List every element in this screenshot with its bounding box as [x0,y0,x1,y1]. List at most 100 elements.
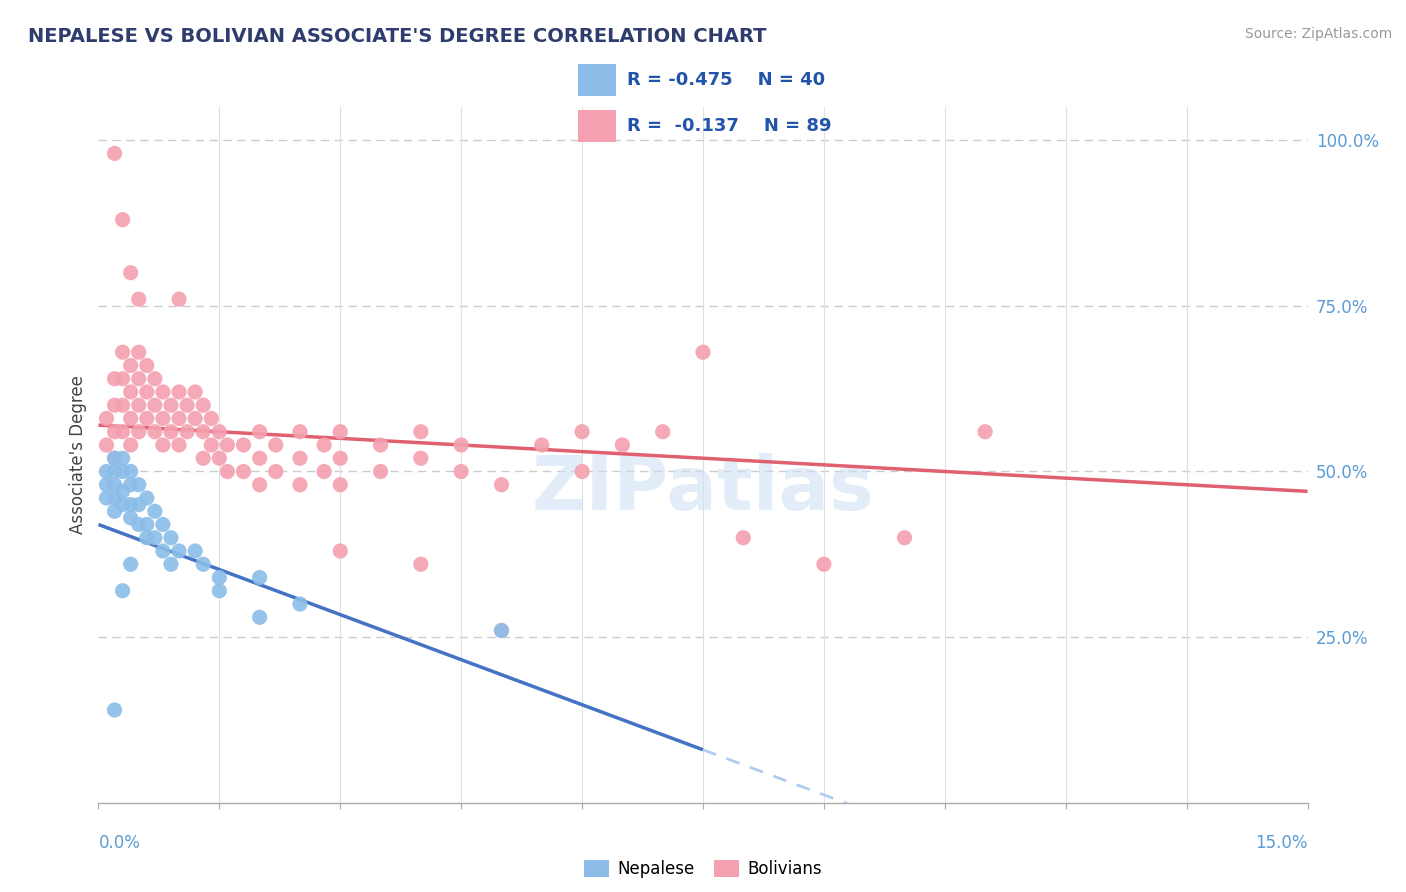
Point [111,465,134,479]
Point [200,411,222,425]
Point [103,504,125,518]
Point [184,544,207,558]
Point [692,345,714,359]
Point [152,517,174,532]
Point [120,511,142,525]
Point [288,597,311,611]
Point [314,465,336,479]
Point [160,398,183,412]
Point [249,477,271,491]
Point [152,438,174,452]
Text: R =  -0.137    N = 89: R = -0.137 N = 89 [627,117,832,135]
Point [111,498,134,512]
Point [111,398,134,412]
Point [103,372,125,386]
Point [152,411,174,425]
Point [128,345,150,359]
Point [167,411,190,425]
Point [370,465,392,479]
Point [96,491,118,505]
Point [135,517,157,532]
Point [128,372,150,386]
Point [111,425,134,439]
Point [120,477,142,491]
Point [974,425,997,439]
Point [232,438,254,452]
Point [143,372,166,386]
Point [135,491,157,505]
Text: R = -0.475    N = 40: R = -0.475 N = 40 [627,71,825,89]
Point [111,484,134,499]
Point [152,544,174,558]
Point [128,292,150,306]
Point [409,425,432,439]
Point [176,398,198,412]
Point [612,438,634,452]
Point [329,425,352,439]
Point [160,425,183,439]
Point [370,438,392,452]
Point [111,212,134,227]
Text: ZIPatlas: ZIPatlas [531,453,875,526]
Point [167,384,190,399]
Point [167,292,190,306]
Point [249,610,271,624]
Point [288,451,311,466]
Point [314,438,336,452]
Point [193,558,215,572]
Point [135,359,157,373]
Point [450,438,472,452]
Point [135,531,157,545]
Point [167,438,190,452]
Point [491,624,513,638]
Point [184,411,207,425]
Point [120,498,142,512]
Point [249,451,271,466]
Point [103,491,125,505]
Point [103,451,125,466]
Text: 0.0%: 0.0% [98,834,141,852]
Point [128,498,150,512]
Text: Source: ZipAtlas.com: Source: ZipAtlas.com [1244,27,1392,41]
Point [571,465,593,479]
Point [152,384,174,399]
Point [135,411,157,425]
Point [893,531,915,545]
Point [103,477,125,491]
Point [329,477,352,491]
Text: 15.0%: 15.0% [1256,834,1308,852]
Point [200,438,222,452]
Point [128,477,150,491]
Point [167,544,190,558]
Point [217,438,239,452]
Point [264,465,287,479]
Point [120,384,142,399]
Point [329,544,352,558]
Point [409,558,432,572]
Point [264,438,287,452]
Text: NEPALESE VS BOLIVIAN ASSOCIATE'S DEGREE CORRELATION CHART: NEPALESE VS BOLIVIAN ASSOCIATE'S DEGREE … [28,27,766,45]
Point [208,425,231,439]
Point [813,558,835,572]
Point [450,465,472,479]
Point [208,570,231,584]
Point [160,531,183,545]
Point [103,451,125,466]
Point [208,583,231,598]
Point [217,465,239,479]
Point [111,372,134,386]
Point [103,465,125,479]
Point [193,398,215,412]
Point [409,451,432,466]
Point [160,558,183,572]
Point [103,703,125,717]
Point [651,425,673,439]
FancyBboxPatch shape [578,64,616,95]
Y-axis label: Associate's Degree: Associate's Degree [69,376,87,534]
Point [193,425,215,439]
Point [96,465,118,479]
Point [176,425,198,439]
Point [96,477,118,491]
Point [111,583,134,598]
Point [491,624,513,638]
